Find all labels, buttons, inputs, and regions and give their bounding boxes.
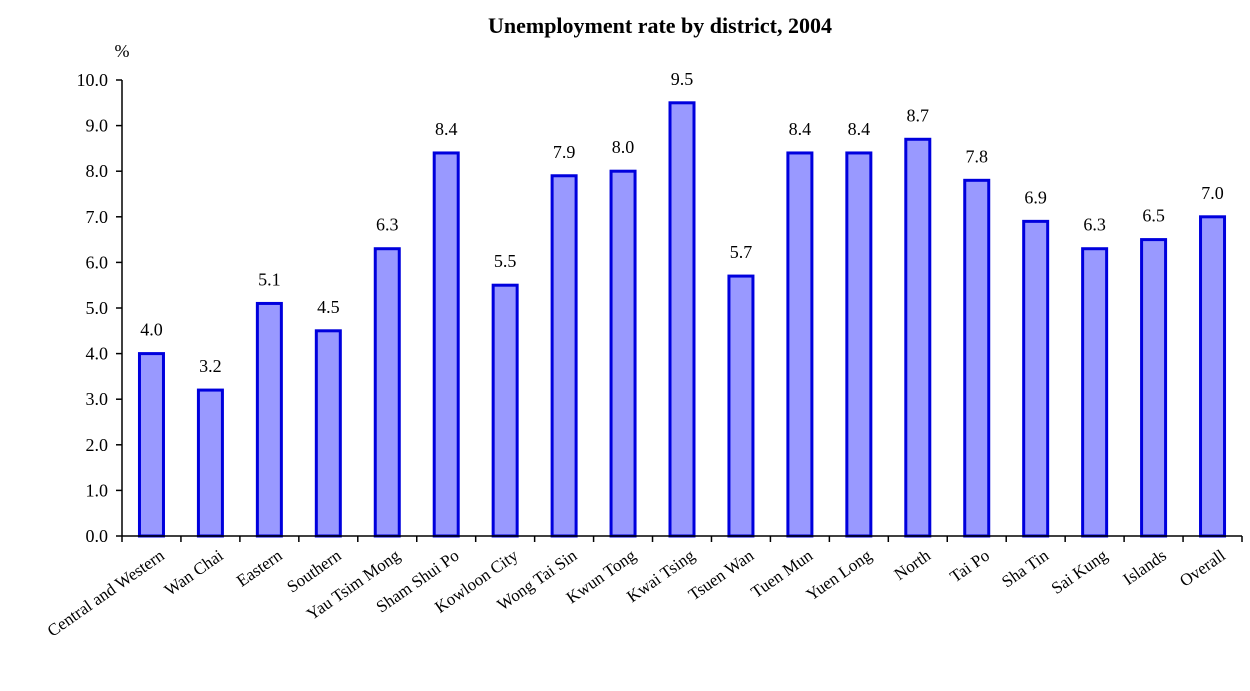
x-tick-label: Tai Po bbox=[946, 546, 993, 587]
bar bbox=[491, 283, 519, 538]
x-tick-label: Central and Western bbox=[44, 545, 168, 640]
bar bbox=[550, 174, 578, 538]
bar bbox=[727, 274, 755, 538]
bar bbox=[1081, 247, 1109, 538]
x-tick-label: Tsuen Wan bbox=[685, 545, 758, 604]
data-label: 8.4 bbox=[848, 119, 871, 139]
bars-group bbox=[137, 101, 1227, 538]
y-tick-label: 4.0 bbox=[86, 344, 109, 364]
data-label: 8.7 bbox=[907, 105, 930, 125]
chart-title: Unemployment rate by district, 2004 bbox=[488, 13, 832, 38]
y-axis: 0.0 1.0 2.0 3.0 4.0 5.0 6.0 7.0 8.0 9.0 10.0 bbox=[77, 70, 123, 546]
bar bbox=[1199, 215, 1227, 538]
data-labels-group: 4.0 3.2 5.1 4.5 6.3 8.4 5.5 7.9 8.0 9.5 5.7 8.4 8.4 8… bbox=[140, 69, 1224, 376]
data-label: 8.4 bbox=[789, 119, 812, 139]
y-tick-label: 0.0 bbox=[86, 526, 109, 546]
x-tick-label: Islands bbox=[1120, 546, 1170, 589]
x-tick-label: Overall bbox=[1176, 546, 1229, 591]
bar bbox=[255, 301, 283, 538]
y-tick-label: 10.0 bbox=[77, 70, 109, 90]
bar bbox=[137, 352, 165, 538]
x-tick-label: North bbox=[891, 545, 935, 584]
data-label: 4.5 bbox=[317, 297, 340, 317]
data-label: 7.0 bbox=[1201, 183, 1224, 203]
bar bbox=[432, 151, 460, 538]
bar bbox=[668, 101, 696, 538]
y-tick-label: 3.0 bbox=[86, 389, 109, 409]
data-label: 3.2 bbox=[199, 356, 222, 376]
x-tick-label: Wan Chai bbox=[161, 546, 227, 600]
x-tick-label: Sha Tin bbox=[998, 545, 1052, 591]
data-label: 6.9 bbox=[1024, 187, 1047, 207]
data-label: 7.8 bbox=[965, 146, 988, 166]
y-axis-unit-label: % bbox=[115, 41, 130, 61]
data-label: 6.5 bbox=[1142, 206, 1165, 226]
bar bbox=[845, 151, 873, 538]
data-label: 5.1 bbox=[258, 269, 281, 289]
data-label: 9.5 bbox=[671, 69, 694, 89]
y-tick-label: 7.0 bbox=[86, 207, 109, 227]
bar bbox=[196, 388, 224, 538]
y-tick-label: 5.0 bbox=[86, 298, 109, 318]
x-tick-label: Sai Kung bbox=[1048, 545, 1112, 597]
data-label: 5.5 bbox=[494, 251, 517, 271]
bar bbox=[904, 137, 932, 538]
data-label: 6.3 bbox=[376, 215, 399, 235]
x-tick-label: Yuen Long bbox=[803, 545, 876, 604]
bar bbox=[373, 247, 401, 538]
bar bbox=[786, 151, 814, 538]
y-tick-label: 6.0 bbox=[86, 252, 109, 272]
y-tick-label: 9.0 bbox=[86, 116, 109, 136]
data-label: 5.7 bbox=[730, 242, 753, 262]
bar bbox=[1022, 219, 1050, 538]
bar bbox=[314, 329, 342, 538]
y-tick-label: 2.0 bbox=[86, 435, 109, 455]
y-tick-label: 8.0 bbox=[86, 161, 109, 181]
x-tick-label: Eastern bbox=[233, 545, 286, 590]
data-label: 8.4 bbox=[435, 119, 458, 139]
bar bbox=[609, 169, 637, 538]
data-label: 8.0 bbox=[612, 137, 635, 157]
data-label: 4.0 bbox=[140, 320, 163, 340]
data-label: 6.3 bbox=[1083, 215, 1106, 235]
data-label: 7.9 bbox=[553, 142, 576, 162]
bar bbox=[1140, 238, 1168, 538]
y-tick-label: 1.0 bbox=[86, 480, 109, 500]
bar bbox=[963, 178, 991, 538]
